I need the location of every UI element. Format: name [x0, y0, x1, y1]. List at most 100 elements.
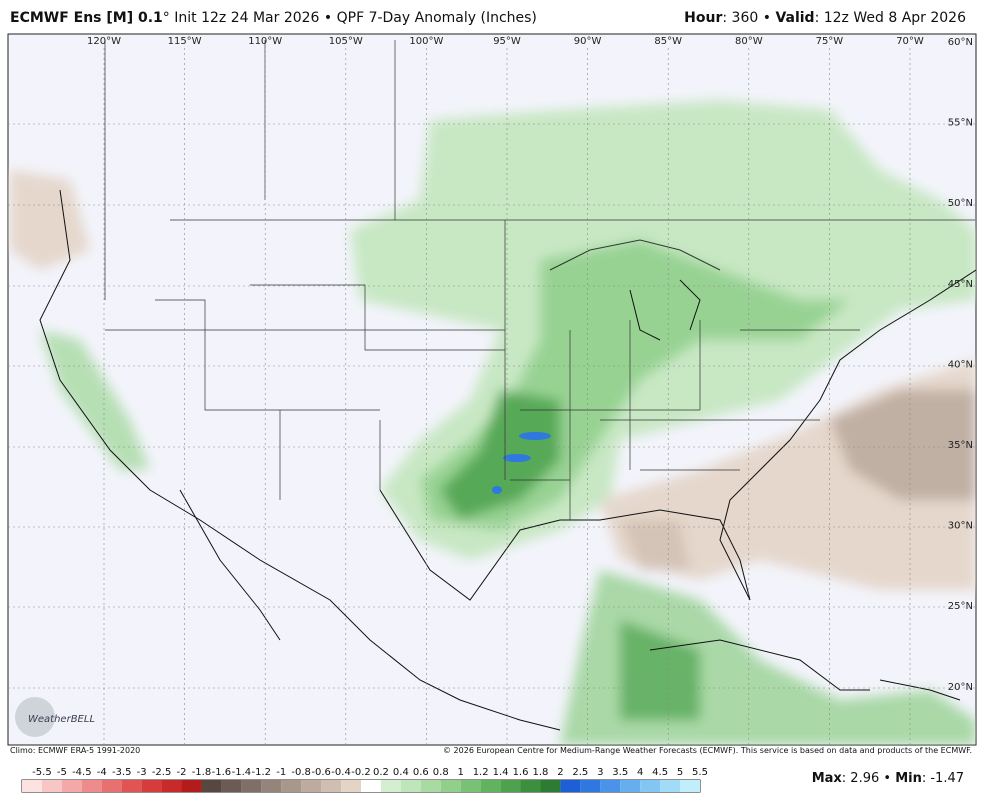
stats: Max: 2.96 • Min: -1.47 [812, 771, 964, 786]
header-right: Hour: 360 • Valid: 12z Wed 8 Apr 2026 [684, 10, 966, 26]
colorbar-swatch [281, 780, 302, 792]
colorbar-swatch [361, 780, 381, 792]
colorbar-label: -3.5 [112, 767, 132, 778]
longitude-label: 95°W [493, 36, 521, 47]
colorbar-swatch [540, 780, 561, 792]
colorbar-swatch [22, 780, 42, 792]
header-part: Valid [775, 10, 815, 26]
colorbar-swatch [440, 780, 461, 792]
colorbar-label: -5.5 [32, 767, 52, 778]
colorbar-label: 0.6 [413, 767, 429, 778]
colorbar-swatch [520, 780, 541, 792]
latitude-label: 25°N [948, 601, 973, 612]
colorbar-label: 4.5 [652, 767, 668, 778]
stat-part: Max [811, 771, 842, 786]
longitude-label: 100°W [409, 36, 443, 47]
colorbar-swatch [500, 780, 521, 792]
colorbar-swatch [341, 780, 361, 792]
colorbar-label: 2 [557, 767, 563, 778]
colorbar-label: -0.8 [291, 767, 311, 778]
colorbar-swatch [201, 780, 222, 792]
anomaly-field [8, 40, 976, 745]
longitude-label: 120°W [87, 36, 121, 47]
colorbar-label: -0.6 [311, 767, 331, 778]
copyright: © 2026 European Centre for Medium-Range … [443, 746, 972, 755]
colorbar-label: 3 [597, 767, 603, 778]
colorbar-swatch [221, 780, 242, 792]
colorbar-label: -1 [276, 767, 286, 778]
colorbar-swatch [81, 780, 102, 792]
colorbar-label: -1.8 [192, 767, 212, 778]
colorbar-swatch [61, 780, 82, 792]
colorbar-label: -2 [177, 767, 187, 778]
header-part: : 360 • [722, 10, 776, 26]
colorbar-label: 1 [458, 767, 464, 778]
longitude-label: 90°W [574, 36, 602, 47]
colorbar-swatch [380, 780, 401, 792]
latitude-label: 60°N [948, 37, 973, 48]
latitude-label: 30°N [948, 521, 973, 532]
colorbar-label: 3.5 [612, 767, 628, 778]
colorbar-swatch [161, 780, 182, 792]
colorbar-swatch [640, 780, 661, 792]
longitude-label: 80°W [735, 36, 763, 47]
header-part: : 12z Wed 8 Apr 2026 [814, 10, 966, 26]
colorbar-swatch [261, 780, 282, 792]
colorbar-label: 0.8 [433, 767, 449, 778]
stat-part: Min [895, 771, 922, 786]
colorbar-label: 5 [677, 767, 683, 778]
run-info: ° Init 12z 24 Mar 2026 • QPF 7-Day Anoma… [162, 10, 537, 26]
stat-part: : 2.96 • [841, 771, 896, 786]
colorbar-swatch [121, 780, 142, 792]
latitude-label: 20°N [948, 682, 973, 693]
header-part: Hour [684, 10, 723, 26]
longitude-label: 115°W [168, 36, 202, 47]
colorbar-swatch [400, 780, 421, 792]
colorbar-label: -5 [57, 767, 67, 778]
colorbar-swatch [301, 780, 322, 792]
header-left: ECMWF Ens [M] 0.1° Init 12z 24 Mar 2026 … [10, 10, 537, 26]
colorbar-label: 0.4 [393, 767, 409, 778]
latitude-label: 55°N [948, 118, 973, 129]
longitude-label: 70°W [896, 36, 924, 47]
colorbar-swatch [660, 780, 681, 792]
climo-note: Climo: ECMWF ERA-5 1991-2020 [10, 746, 141, 755]
colorbar-label: 2.5 [572, 767, 588, 778]
colorbar-swatch [600, 780, 621, 792]
longitude-label: 110°W [248, 36, 282, 47]
colorbar-swatch [680, 780, 700, 792]
latitude-label: 40°N [948, 359, 973, 370]
colorbar-label: -0.4 [331, 767, 351, 778]
colorbar-swatch [321, 780, 342, 792]
colorbar-label: -3 [137, 767, 147, 778]
colorbar-label: 1.8 [533, 767, 549, 778]
latitude-label: 45°N [948, 279, 973, 290]
colorbar-label: 1.4 [493, 767, 509, 778]
colorbar-swatch [101, 780, 122, 792]
latitude-label: 50°N [948, 198, 973, 209]
colorbar-label: -0.2 [351, 767, 371, 778]
logo-text: WeatherBELL [28, 714, 95, 725]
colorbar-label: -2.5 [152, 767, 172, 778]
logo: WeatherBELL [15, 697, 95, 737]
longitude-label: 85°W [654, 36, 682, 47]
colorbar-label: -4.5 [72, 767, 92, 778]
colorbar-swatch [480, 780, 501, 792]
colorbar-label: -1.2 [252, 767, 272, 778]
colorbar-swatch [41, 780, 62, 792]
colorbar-swatch [560, 780, 581, 792]
longitude-label: 75°W [816, 36, 844, 47]
colorbar-swatch [181, 780, 202, 792]
stat-part: : -1.47 [921, 771, 964, 786]
colorbar-swatch [420, 780, 441, 792]
longitude-label: 105°W [329, 36, 363, 47]
colorbar-label: 1.6 [513, 767, 529, 778]
colorbar-swatch [580, 780, 601, 792]
model-name: ECMWF Ens [M] 0.1 [10, 10, 163, 26]
latitude-label: 35°N [948, 440, 973, 451]
colorbar-swatch [460, 780, 481, 792]
colorbar-label: -1.4 [232, 767, 252, 778]
colorbar-label: -4 [97, 767, 107, 778]
